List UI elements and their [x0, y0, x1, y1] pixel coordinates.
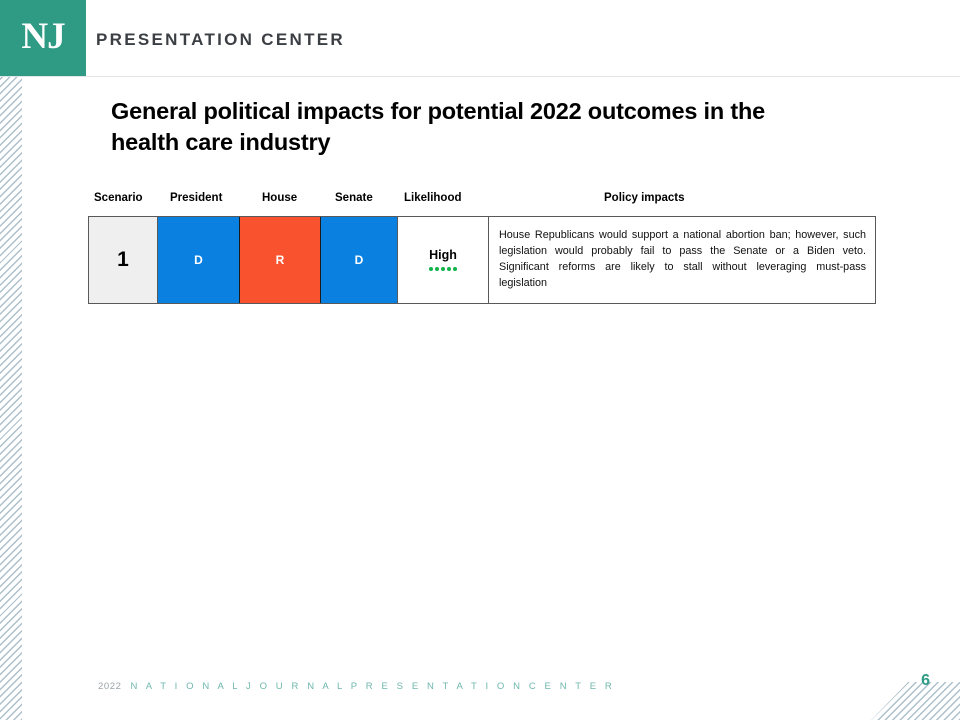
rating-dot — [434, 266, 440, 271]
table-header-row: Scenario President House Senate Likeliho… — [88, 192, 876, 216]
cell-president-party: D — [158, 217, 240, 303]
rating-dot — [452, 266, 458, 271]
column-header-president: President — [170, 192, 223, 204]
column-header-house: House — [262, 192, 298, 204]
rating-dot — [428, 266, 434, 271]
cell-house-party: R — [240, 217, 321, 303]
column-header-scenario: Scenario — [94, 192, 143, 204]
likelihood-label: High — [429, 248, 457, 263]
cell-scenario-number: 1 — [89, 217, 158, 303]
cell-senate-party: D — [321, 217, 398, 303]
rating-dot — [440, 266, 446, 271]
page-number: 6 — [921, 672, 930, 689]
column-header-senate: Senate — [335, 192, 373, 204]
scenario-table: Scenario President House Senate Likeliho… — [88, 192, 876, 304]
header-divider — [0, 76, 960, 77]
brand-logo-block: NJ — [0, 0, 86, 76]
decorative-stripes-left — [0, 76, 22, 720]
header-title: PRESENTATION CENTER — [96, 30, 345, 49]
president-party-letter: D — [194, 253, 203, 267]
likelihood-rating-dots — [428, 266, 458, 271]
policy-impacts-text: House Republicans would support a nation… — [499, 229, 866, 289]
cell-likelihood: High — [398, 217, 489, 303]
page-title: General political impacts for potential … — [111, 98, 765, 156]
footer: 2022 N A T I O N A L J O U R N A L P R E… — [98, 681, 615, 692]
footer-brand-text: N A T I O N A L J O U R N A L P R E S E … — [130, 681, 615, 692]
column-header-policy: Policy impacts — [604, 192, 685, 204]
senate-party-letter: D — [354, 253, 364, 267]
table-row: 1 D R D High House Republicans would sup… — [88, 216, 876, 304]
nj-logo-mark: NJ — [21, 15, 65, 57]
rating-dot — [446, 266, 452, 271]
cell-policy-impacts: House Republicans would support a nation… — [489, 217, 875, 303]
footer-year: 2022 — [98, 681, 122, 692]
column-header-likelihood: Likelihood — [404, 192, 462, 204]
house-party-letter: R — [275, 253, 285, 267]
decorative-stripes-corner — [871, 682, 960, 720]
